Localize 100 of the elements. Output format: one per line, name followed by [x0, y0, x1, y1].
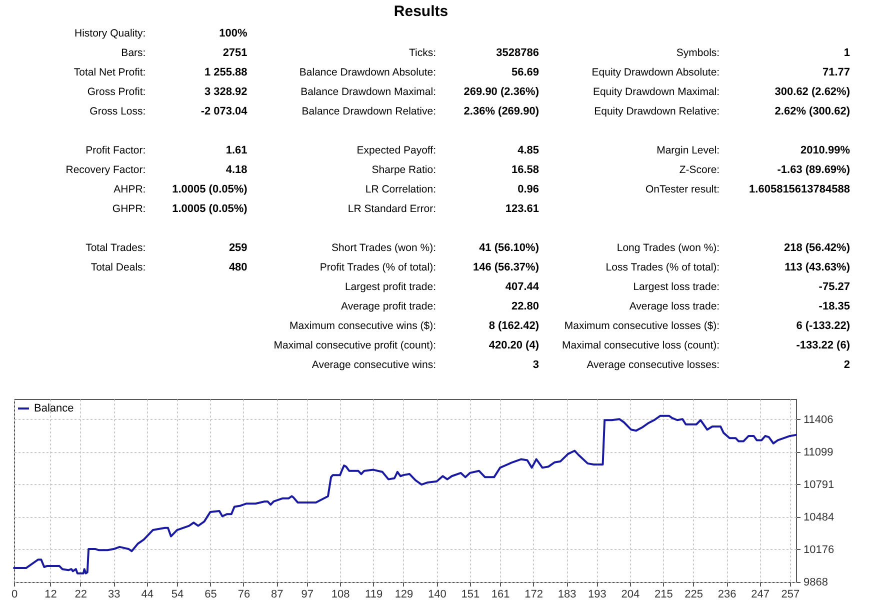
text: Largest profit trade:: [344, 280, 436, 293]
text: 1: [844, 46, 850, 59]
text: Maximum consecutive wins ($):: [290, 320, 436, 332]
text: 269.90 (2.36%): [464, 86, 540, 98]
text: Balance Drawdown Maximal:: [300, 86, 436, 98]
text: History Quality:: [74, 27, 146, 40]
text: Maximal consecutive profit (count):: [274, 339, 436, 352]
text: 2751: [222, 46, 248, 59]
text: 1.61: [226, 144, 248, 156]
text: 3 328.92: [204, 86, 248, 98]
text: Equity Drawdown Maximal:: [592, 86, 720, 98]
text: 480: [228, 261, 248, 274]
text: 300.62 (2.62%): [774, 86, 850, 98]
text: Sharpe Ratio:: [372, 164, 436, 176]
x-tick-label: 183: [558, 588, 576, 600]
text: Ticks:: [408, 46, 436, 59]
x-tick-label: 44: [141, 588, 154, 600]
text: 56.69: [511, 66, 539, 78]
text: Balance Drawdown Relative:: [302, 105, 436, 118]
text: 4.18: [226, 164, 248, 176]
text: Balance Drawdown Absolute:: [299, 66, 436, 78]
y-tick-label: 10791: [804, 478, 834, 491]
text: 71.77: [822, 66, 850, 78]
x-tick-label: 204: [621, 588, 640, 600]
text: 2: [844, 358, 850, 371]
y-tick-label: 10176: [804, 544, 834, 556]
text: Bars:: [121, 46, 146, 59]
text: LR Correlation:: [365, 183, 436, 196]
x-tick-label: 54: [171, 588, 184, 600]
x-tick-label: 0: [11, 588, 18, 600]
y-tick-label: 9868: [804, 576, 828, 588]
x-tick-label: 215: [654, 588, 673, 600]
line-series: [13, 414, 797, 574]
text: 2.36% (269.90): [464, 105, 540, 118]
x-tick-label: 161: [491, 588, 510, 600]
text: Average consecutive losses:: [586, 358, 720, 371]
x-tick-label: 65: [204, 588, 217, 600]
text: Gross Profit:: [87, 86, 146, 98]
text: Results: [394, 3, 448, 20]
x-tick-label: 247: [751, 588, 770, 600]
text: Average consecutive wins:: [312, 358, 436, 371]
text: Profit Trades (% of total):: [320, 261, 436, 274]
x-tick-label: 140: [428, 588, 446, 600]
x-tick-label: 193: [588, 588, 606, 600]
text: 1.0005 (0.05%): [172, 183, 248, 196]
text: 113 (43.63%): [784, 261, 850, 274]
text: Long Trades (won %):: [616, 242, 720, 254]
text: 0.96: [518, 183, 539, 196]
text: 3: [532, 358, 539, 371]
text: 2010.99%: [800, 144, 850, 156]
text: -75.27: [818, 280, 850, 293]
text: -2 073.04: [200, 105, 248, 118]
text: 420.20 (4): [488, 339, 540, 352]
text: Maximal consecutive loss (count):: [562, 339, 720, 352]
text: 146 (56.37%): [472, 261, 540, 274]
x-tick-label: 33: [108, 588, 120, 600]
text: Gross Loss:: [90, 105, 146, 118]
legend-label: Balance: [34, 402, 74, 414]
text: 41 (56.10%): [479, 242, 540, 254]
text: Equity Drawdown Relative:: [594, 105, 720, 118]
x-tick-label: 108: [331, 588, 350, 600]
text: 4.85: [518, 144, 539, 156]
x-tick-label: 97: [301, 588, 314, 600]
y-tick-label: 10484: [804, 511, 834, 524]
x-tick-label: 225: [684, 588, 704, 600]
text: Average loss trade:: [629, 300, 720, 312]
text: LR Standard Error:: [348, 202, 436, 215]
text: 100%: [219, 27, 248, 40]
text: Loss Trades (% of total):: [606, 261, 720, 274]
text: Total Net Profit:: [74, 66, 146, 78]
text: 8 (162.42): [488, 320, 540, 332]
text: Average profit trade:: [341, 300, 436, 312]
text: GHPR:: [112, 202, 146, 215]
text: -18.35: [818, 300, 850, 312]
text: 6 (-133.22): [796, 320, 850, 332]
text: 1.0005 (0.05%): [172, 202, 248, 215]
x-tick-label: 87: [271, 588, 284, 600]
x-tick-label: 236: [718, 588, 736, 600]
text: Margin Level:: [656, 144, 720, 156]
text: Total Deals:: [90, 261, 146, 274]
text: Total Trades:: [86, 242, 146, 254]
text: Symbols:: [676, 46, 720, 59]
text: Recovery Factor:: [66, 164, 146, 176]
text: Z-Score:: [679, 164, 720, 176]
y-tick-label: 11099: [804, 446, 834, 458]
x-tick-label: 129: [394, 588, 414, 600]
text: 2.62% (300.62): [774, 105, 850, 118]
text: 1 255.88: [204, 66, 248, 78]
x-tick-label: 172: [524, 588, 543, 600]
text: Profit Factor:: [86, 144, 146, 156]
x-tick-label: 257: [781, 588, 800, 600]
x-tick-label: 12: [44, 588, 57, 600]
x-tick-label: 151: [461, 588, 480, 600]
x-tick-label: 119: [365, 588, 383, 600]
text: 407.44: [505, 280, 540, 293]
text: -133.22 (6): [796, 339, 850, 352]
text: 218 (56.42%): [784, 242, 850, 254]
text: 259: [228, 242, 248, 254]
text: 123.61: [505, 202, 539, 215]
text: Maximum consecutive losses ($):: [564, 320, 720, 332]
